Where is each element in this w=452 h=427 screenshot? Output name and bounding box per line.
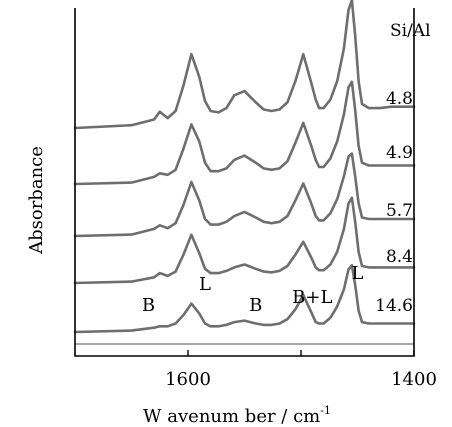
series-label: 4.9 bbox=[386, 143, 413, 163]
x-axis-ticks: 1600 1400 bbox=[165, 350, 437, 390]
traces bbox=[73, 0, 416, 345]
x-tick-label: 1400 bbox=[391, 369, 437, 390]
series-label: 14.6 bbox=[375, 296, 413, 316]
peak-label: L bbox=[199, 274, 211, 295]
plot-frame bbox=[74, 8, 415, 357]
series-line-14.6 bbox=[73, 264, 416, 334]
x-tick-label: 1600 bbox=[165, 369, 211, 390]
series-labels: 4.8 4.9 5.7 8.4 14.6 bbox=[375, 89, 413, 316]
series-line-5.7 bbox=[73, 152, 416, 238]
peak-label: L bbox=[352, 263, 364, 284]
peak-label: B bbox=[249, 295, 262, 316]
series-label: 4.8 bbox=[386, 89, 413, 109]
y-axis-label: Absorbance bbox=[26, 146, 47, 255]
series-label: 5.7 bbox=[386, 201, 413, 221]
peak-labels: L B B B+L L bbox=[142, 263, 364, 316]
peak-label: B bbox=[142, 295, 155, 316]
series-line-4.8 bbox=[73, 0, 416, 130]
x-axis-label: W avenum ber / cm-1 bbox=[143, 404, 331, 427]
series-label: 8.4 bbox=[386, 247, 413, 267]
series-line-4.9 bbox=[73, 80, 416, 186]
series-line-8.4 bbox=[73, 196, 416, 285]
legend-title: Si/Al bbox=[390, 21, 431, 41]
peak-label: B+L bbox=[292, 287, 332, 308]
